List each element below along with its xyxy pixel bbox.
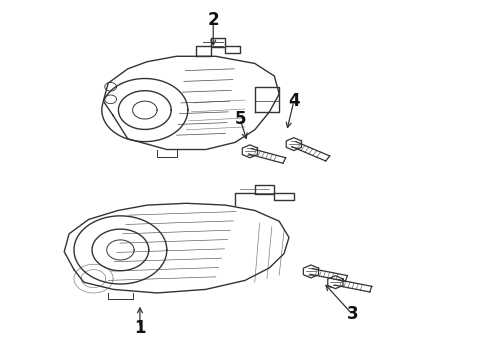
Text: 2: 2 — [207, 12, 219, 30]
Text: 1: 1 — [134, 319, 146, 337]
Text: 3: 3 — [347, 306, 358, 324]
Text: 4: 4 — [288, 92, 300, 110]
Text: 5: 5 — [234, 110, 246, 128]
